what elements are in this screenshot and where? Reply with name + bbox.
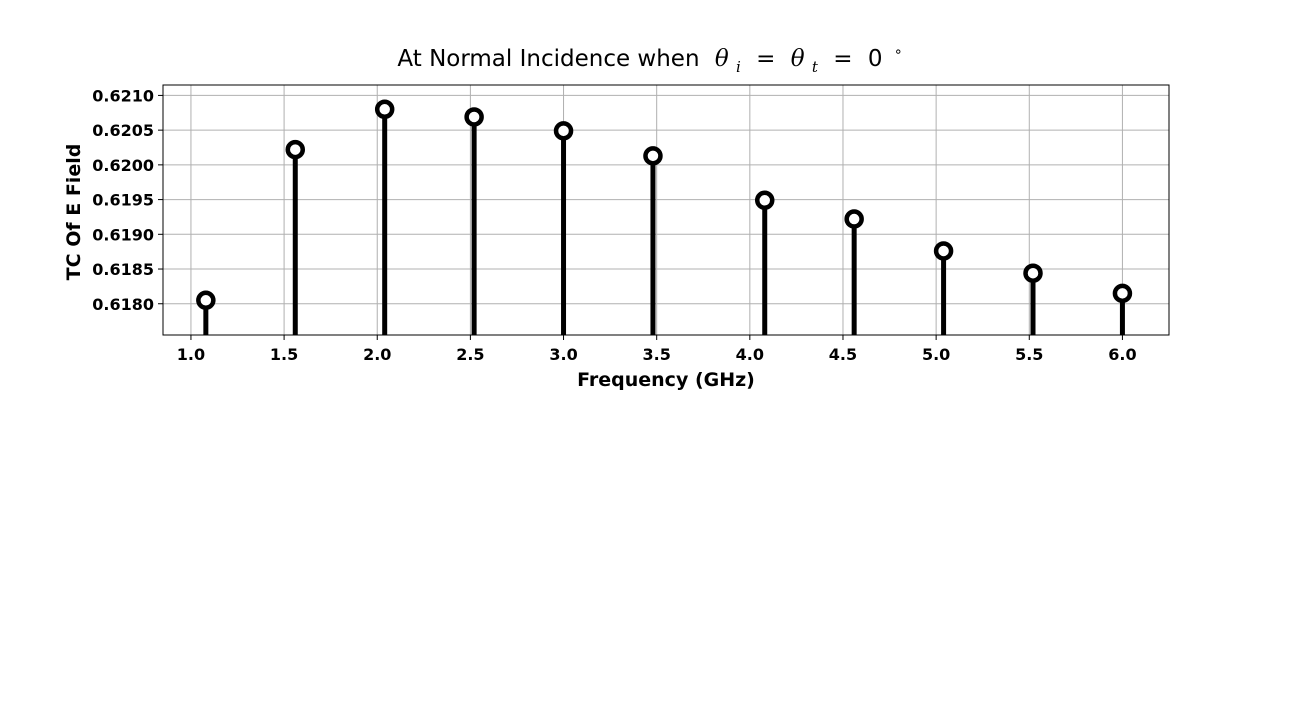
stem-marker [556,123,571,138]
y-tick-label: 0.6180 [92,295,154,314]
y-tick-label: 0.6210 [92,86,154,105]
x-tick-label: 4.0 [736,345,764,364]
title-theta-i: θ [715,46,729,72]
stem-marker [377,102,392,117]
title-zero: 0 [868,46,883,72]
title-equals-1: = [756,46,775,72]
stem-marker [936,243,951,258]
stem-marker [288,142,303,157]
title-equals-2: = [833,46,852,72]
stem-marker [198,293,213,308]
x-tick-label: 2.5 [456,345,484,364]
y-tick-label: 0.6190 [92,225,154,244]
stem-marker [1115,286,1130,301]
y-tick-label: 0.6195 [92,191,154,210]
x-tick-label: 5.5 [1015,345,1043,364]
stem-marker [645,148,660,163]
y-tick-label: 0.6205 [92,121,154,140]
title-subscript-i: i [736,58,741,76]
x-tick-label: 3.5 [643,345,671,364]
x-tick-label: 1.5 [270,345,298,364]
x-tick-label: 1.0 [177,345,205,364]
stem-marker [1026,266,1041,281]
y-tick-label: 0.6185 [92,260,154,279]
stem-marker [847,212,862,227]
chart-title-text: At Normal Incidence when [397,46,699,72]
stem-marker [757,193,772,208]
x-tick-label: 4.5 [829,345,857,364]
y-tick-label: 0.6200 [92,156,154,175]
title-subscript-t: t [812,58,819,76]
x-tick-label: 6.0 [1108,345,1136,364]
x-axis-label: Frequency (GHz) [577,369,755,391]
title-degree: ∘ [894,44,903,60]
title-theta-t: θ [791,46,805,72]
x-tick-label: 3.0 [549,345,577,364]
x-tick-label: 2.0 [363,345,391,364]
x-tick-label: 5.0 [922,345,950,364]
stem-marker [467,109,482,124]
y-axis-label: TC Of E Field [63,144,85,281]
